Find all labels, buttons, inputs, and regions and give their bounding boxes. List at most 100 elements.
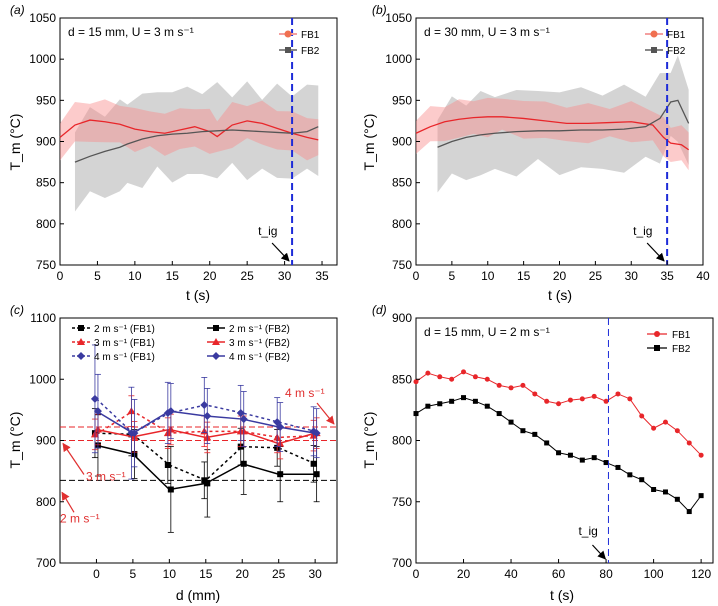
panel-a-xtick-label: 15 — [166, 269, 180, 283]
panel-d-xtick-label: 80 — [599, 567, 613, 581]
panel-d-point — [651, 487, 657, 492]
panel-c-legend-label: 2 m s⁻¹ (FB2) — [229, 324, 290, 335]
panel-a-xtick-label: 5 — [94, 269, 101, 283]
panel-d-xtick-label: 60 — [552, 567, 566, 581]
panel-d-point — [567, 397, 573, 403]
panel-c-ytick-label: 900 — [36, 434, 56, 448]
panel-a-xtick-label: 35 — [315, 269, 329, 283]
panel-d-point — [603, 398, 609, 404]
panel-b-ytick-label: 950 — [392, 93, 412, 107]
panel-b-legend-label: FB1 — [667, 30, 686, 41]
panel-c-xtick-label: 20 — [236, 567, 250, 581]
panel-b-ytick-label: 1050 — [385, 11, 412, 25]
panel-d-point — [472, 374, 478, 380]
panel-b-xlabel: t (s) — [548, 287, 572, 303]
panel-d-point — [662, 419, 668, 425]
panel-c-point — [312, 429, 321, 438]
panel-d-point — [627, 472, 633, 478]
panel-d-point — [579, 396, 585, 402]
panel-c-point — [200, 400, 209, 409]
panel-c-ytick-label: 700 — [36, 556, 56, 570]
panel-d-point — [639, 413, 645, 419]
panel-c-ref-4ms-label: 4 m s⁻¹ — [285, 386, 325, 400]
panel-c-legend-marker — [213, 325, 219, 331]
panel-c-xtick-label: 0 — [93, 567, 100, 581]
panel-b-label: (b) — [372, 3, 387, 17]
panel-d-point — [603, 460, 609, 466]
panel-d-point — [686, 440, 692, 446]
panel-d-legend-label: FB2 — [672, 344, 691, 355]
panel-d-point — [615, 464, 621, 470]
panel-d-point — [567, 452, 573, 458]
panel-d-ytick-label: 900 — [392, 311, 412, 325]
panel-c-xlabel: d (mm) — [176, 587, 220, 603]
panel-b-xtick-label: 40 — [696, 269, 710, 283]
panel-b-legend-marker — [650, 30, 658, 38]
panel-c-point — [203, 412, 212, 420]
panel-d-point — [449, 398, 455, 404]
panel-c-point — [201, 477, 208, 484]
panel-b-annotation: d = 30 mm, U = 3 m s⁻¹ — [424, 25, 550, 39]
panel-a-xtick-label: 30 — [278, 269, 292, 283]
panel-c-point — [240, 460, 247, 467]
panel-d-point — [698, 452, 704, 458]
panel-d-point — [662, 489, 668, 495]
panel-b-band-fb2 — [437, 55, 689, 193]
panel-d-xlabel: t (s) — [550, 587, 574, 603]
panel-d-ytick-label: 800 — [392, 434, 412, 448]
panel-d-point — [544, 440, 550, 446]
panel-a-legend-marker — [284, 30, 292, 38]
panel-c-legend-marker — [77, 352, 85, 360]
panel-d-ytick-label: 700 — [392, 556, 412, 570]
panel-c-point — [167, 486, 174, 493]
panel-d-point — [484, 376, 490, 382]
panel-c-legend-label: 3 m s⁻¹ (FB1) — [94, 338, 155, 349]
panel-b-ylabel: T_m (°C) — [361, 114, 377, 171]
panel-d-point — [698, 493, 704, 499]
panel-d-point — [651, 425, 657, 431]
panel-b-ytick-label: 1000 — [385, 52, 412, 66]
panel-d-point — [425, 370, 431, 376]
panel-d-point — [484, 403, 490, 409]
panel-d-xtick-label: 100 — [644, 567, 664, 581]
panel-d-legend-label: FB1 — [672, 330, 691, 341]
panel-b-xtick-label: 35 — [660, 269, 674, 283]
panel-b-xtick-label: 0 — [413, 269, 420, 283]
panel-c-xtick-label: 5 — [130, 567, 137, 581]
panel-c-point — [166, 407, 175, 416]
panel-b-tig-label: t_ig — [633, 224, 652, 238]
panel-b-legend-label: FB2 — [667, 46, 686, 57]
panel-c-ref-3ms-label: 3 m s⁻¹ — [86, 470, 126, 484]
panel-c-point — [236, 408, 245, 417]
panel-c-ref-3ms-arrow — [62, 442, 85, 475]
panel-b-series-fb1 — [415, 116, 690, 151]
panel-a-xtick-label: 10 — [128, 269, 142, 283]
panel-c-point — [90, 394, 99, 403]
panel-d-point — [686, 509, 692, 515]
panel-d-point — [615, 391, 621, 397]
panel-a-series-fb1 — [59, 119, 319, 141]
panel-d-point — [413, 411, 419, 417]
panel-d-point — [674, 428, 680, 434]
panel-b-xtick-label: 30 — [625, 269, 639, 283]
panel-a-ytick-label: 950 — [36, 93, 56, 107]
panel-b: 0 5 10 15 20 25 30 35 4075080085090095010001050 … — [361, 3, 710, 303]
panel-d-point — [449, 376, 455, 382]
panel-d-point — [437, 374, 443, 380]
panel-d-legend-marker — [654, 345, 660, 351]
panel-a-xtick-label: 0 — [57, 269, 64, 283]
panel-a-ytick-label: 850 — [36, 176, 56, 190]
panel-d-frame — [415, 317, 714, 564]
panel-b-ytick-label: 750 — [392, 258, 412, 272]
panel-d-point — [413, 379, 419, 385]
panel-a-ytick-label: 750 — [36, 258, 56, 272]
panel-c-legend-marker — [78, 325, 84, 331]
panel-d-ytick-label: 850 — [392, 372, 412, 386]
panel-d-legend-marker — [654, 331, 660, 337]
panel-d-point — [591, 393, 597, 399]
panel-d-tig-label: t_ig — [578, 524, 597, 538]
panel-c-point — [310, 460, 317, 467]
panel-d-xtick-label: 20 — [457, 567, 471, 581]
panel-d-label: (d) — [372, 303, 387, 317]
